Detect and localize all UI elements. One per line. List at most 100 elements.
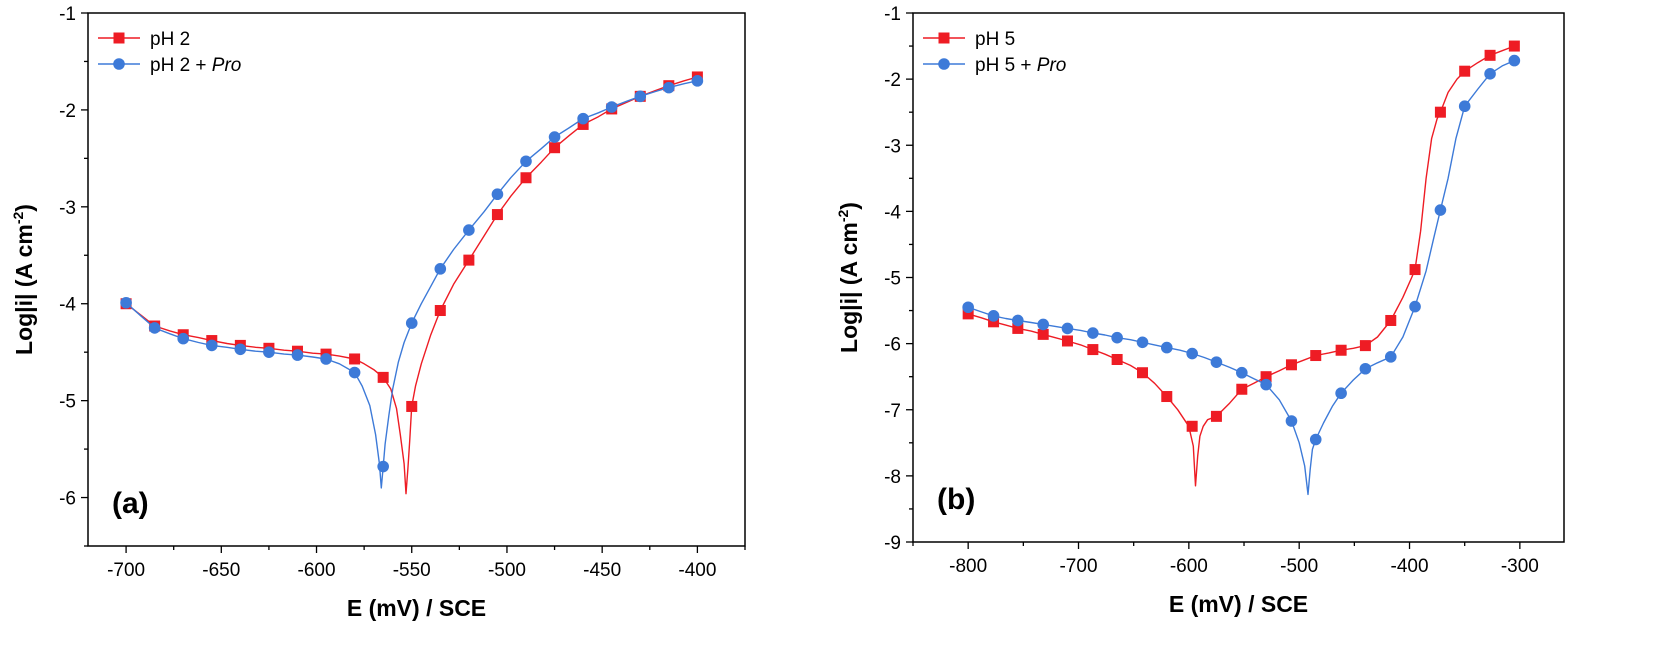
data-point-circle — [205, 339, 218, 352]
plot-frame — [912, 12, 1565, 543]
x-tick-label: -550 — [393, 560, 431, 581]
x-tick-label: -500 — [1280, 556, 1318, 577]
data-point-square — [1111, 353, 1123, 365]
y-tick-label: -3 — [884, 136, 901, 157]
data-point-square — [491, 209, 503, 221]
series-ph-pro — [120, 75, 704, 489]
data-point-circle — [377, 460, 389, 473]
data-point-square — [520, 172, 532, 184]
y-axis-title: Log|i| (A cm-2) — [10, 204, 37, 355]
data-point-circle — [605, 101, 618, 113]
data-point-circle — [1484, 68, 1496, 80]
data-point-circle — [1136, 336, 1149, 349]
data-point-square — [434, 305, 446, 317]
data-point-circle — [1236, 366, 1248, 379]
data-point-square — [1061, 335, 1073, 347]
data-point-circle — [348, 366, 361, 379]
x-tick-label: -450 — [583, 560, 621, 581]
y-tick-label: -2 — [59, 101, 76, 122]
chart-panel-b: -800 -700 -600 -500 -400 -300 -9 -8 -7 -6 -5 -4 -3 -2… — [835, 4, 1565, 617]
y-tick-label: -5 — [884, 269, 901, 290]
data-point-circle — [177, 332, 190, 345]
legend-label: pH 2 + Pro — [150, 55, 241, 76]
x-tick-label: -400 — [678, 560, 716, 581]
data-point-circle — [1384, 351, 1397, 363]
data-point-circle — [1458, 100, 1471, 113]
y-axis-title-main: Log|i| (A cm — [836, 222, 862, 353]
data-point-circle — [1012, 314, 1024, 327]
data-point-circle — [634, 90, 647, 103]
data-point-circle — [1409, 300, 1421, 313]
data-point-square — [1137, 367, 1149, 379]
legend-label: pH 2 — [150, 29, 190, 50]
data-point-circle — [1309, 433, 1322, 446]
data-point-circle — [663, 81, 675, 94]
data-point-circle — [1508, 54, 1521, 67]
y-tick-label: -6 — [884, 335, 901, 356]
data-point-square — [1037, 328, 1049, 340]
legend-marker-circle — [938, 58, 950, 70]
legend-label-main: pH 2 — [150, 29, 190, 50]
data-point-square — [349, 353, 361, 365]
series-line — [968, 45, 1515, 487]
data-point-square — [1012, 322, 1024, 334]
x-tick-label: -700 — [1059, 556, 1097, 577]
y-tick-label: -1 — [59, 4, 76, 25]
y-tick-label: -7 — [884, 401, 901, 422]
data-point-circle — [463, 224, 475, 236]
y-axis-title-tail: ) — [836, 202, 862, 210]
y-tick-label: -9 — [884, 533, 901, 554]
plot-frame — [87, 12, 746, 547]
data-point-square — [1459, 65, 1471, 77]
data-point-square — [1087, 344, 1099, 356]
data-point-square — [1359, 340, 1371, 352]
data-point-circle — [691, 75, 704, 87]
y-axis-title-superscript: -2 — [10, 211, 26, 224]
legend-label-main: pH 5 — [975, 29, 1015, 50]
data-point-circle — [491, 188, 504, 201]
data-point-circle — [120, 296, 132, 309]
x-tick-label: -650 — [202, 560, 240, 581]
series-ph-pro — [962, 54, 1521, 496]
panel-label: (b) — [937, 483, 975, 516]
x-tick-label: -300 — [1501, 556, 1539, 577]
data-point-circle — [234, 343, 247, 356]
data-point-circle — [987, 310, 1000, 322]
data-point-circle — [1111, 331, 1123, 344]
data-point-square — [1434, 106, 1446, 118]
data-point-circle — [1087, 327, 1099, 339]
data-point-square — [406, 400, 418, 412]
legend-marker-square — [113, 32, 125, 44]
y-tick-label: -3 — [59, 198, 76, 219]
x-axis-title: E (mV) / SCE — [1169, 591, 1308, 617]
data-point-circle — [434, 263, 447, 275]
data-point-square — [1335, 344, 1347, 356]
series-ph — [962, 40, 1520, 487]
data-point-circle — [520, 155, 532, 168]
y-tick-label: -6 — [59, 489, 76, 510]
data-point-circle — [1359, 362, 1372, 375]
data-point-circle — [1210, 356, 1223, 368]
y-tick-label: -2 — [884, 70, 901, 91]
series-line — [125, 76, 698, 495]
data-point-circle — [1335, 387, 1347, 400]
data-point-circle — [1160, 341, 1173, 354]
chart-panel-a: -700 -650 -600 -550 -500 -450 -400 -6 -5 -4 -3 -2 -1… — [10, 4, 746, 621]
legend-marker-square — [938, 32, 950, 44]
data-point-square — [962, 308, 974, 320]
data-point-square — [1236, 383, 1248, 395]
data-point-square — [1385, 314, 1397, 326]
x-tick-label: -600 — [1170, 556, 1208, 577]
data-point-circle — [263, 346, 275, 358]
data-point-circle — [320, 353, 332, 365]
x-tick-label: -600 — [298, 560, 336, 581]
data-point-circle — [1061, 322, 1074, 335]
data-point-square — [1285, 359, 1297, 371]
y-axis-title-tail: ) — [11, 204, 37, 212]
x-tick-label: -800 — [949, 556, 987, 577]
legend-label: pH 5 + Pro — [975, 55, 1066, 76]
series-line — [125, 80, 698, 489]
data-point-circle — [1037, 318, 1049, 331]
data-point-square — [549, 142, 561, 154]
